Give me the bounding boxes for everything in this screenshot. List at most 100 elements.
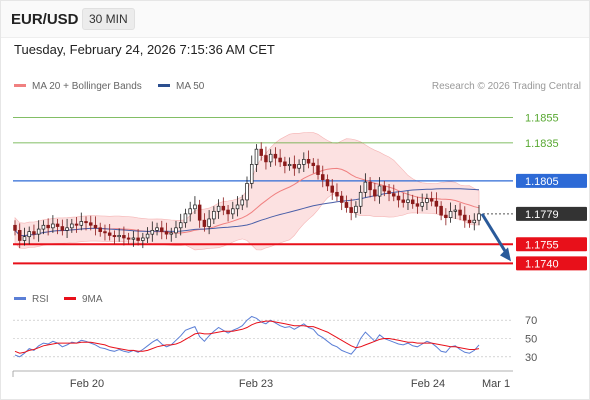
rsi-line bbox=[14, 315, 480, 358]
candle-body bbox=[458, 209, 462, 216]
ma20-legend-label: MA 20 + Bollinger Bands bbox=[32, 81, 142, 92]
candle-body bbox=[131, 237, 136, 240]
candle-body bbox=[325, 179, 330, 187]
candle-body bbox=[79, 221, 84, 226]
credit-text: Research © 2026 Trading Central bbox=[431, 81, 581, 92]
candle-body bbox=[373, 189, 377, 197]
candle-body bbox=[216, 205, 221, 212]
candle-body bbox=[174, 227, 178, 234]
candle-body bbox=[93, 224, 98, 229]
candle-body bbox=[406, 199, 410, 203]
candle-body bbox=[231, 208, 235, 215]
candle-body bbox=[335, 191, 339, 197]
candle-body bbox=[22, 236, 27, 241]
candle-body bbox=[126, 237, 131, 240]
candle-body bbox=[254, 148, 259, 165]
candle-body bbox=[321, 174, 325, 180]
candle-body bbox=[17, 229, 22, 241]
candle-body bbox=[259, 148, 263, 156]
price-level-tag bbox=[516, 173, 587, 188]
candle-body bbox=[89, 222, 93, 226]
candle-body bbox=[107, 232, 112, 236]
rsi-tick-label: 70 bbox=[525, 315, 537, 327]
candle-body bbox=[226, 209, 230, 215]
rsi9-legend-label: 9MA bbox=[82, 294, 103, 305]
legend-ma50: MA 50 bbox=[158, 81, 204, 92]
candle-body bbox=[396, 195, 401, 201]
chart-header: EUR/USD 30 MIN bbox=[1, 1, 589, 38]
candle-body bbox=[193, 204, 197, 210]
candle-body bbox=[188, 208, 192, 215]
ma20-swatch bbox=[14, 83, 26, 87]
candle-body bbox=[183, 213, 188, 224]
candle-body bbox=[240, 199, 245, 206]
legend-rsi: RSI bbox=[14, 294, 49, 305]
candle-body bbox=[278, 157, 282, 163]
candle-body bbox=[302, 158, 306, 165]
candle-body bbox=[306, 158, 311, 164]
candle-body bbox=[145, 233, 150, 239]
candle-body bbox=[103, 231, 107, 234]
candle-body bbox=[316, 165, 320, 175]
candle-body bbox=[155, 227, 159, 231]
price-level-tag bbox=[516, 206, 587, 221]
candle-body bbox=[74, 223, 79, 226]
candle-body bbox=[117, 235, 121, 238]
candle-body bbox=[472, 219, 477, 224]
price-level-label: 1.1755 bbox=[525, 239, 559, 251]
candle-body bbox=[51, 223, 55, 229]
candle-body bbox=[60, 226, 65, 231]
timeframe-button[interactable]: 30 MIN bbox=[82, 8, 135, 30]
ma50-line bbox=[14, 188, 480, 237]
candle-body bbox=[32, 231, 36, 235]
price-level-label: 1.1855 bbox=[525, 112, 559, 124]
rsi-legend-label: RSI bbox=[32, 294, 49, 305]
candle-body bbox=[287, 164, 292, 167]
candle-body bbox=[98, 227, 102, 232]
candle-body bbox=[283, 161, 287, 167]
rsi-tick-label: 50 bbox=[525, 334, 537, 346]
candle-body bbox=[212, 210, 216, 220]
candle-body bbox=[221, 205, 226, 211]
candle-body bbox=[150, 229, 155, 235]
candle-body bbox=[164, 231, 169, 235]
x-tick-label: Feb 23 bbox=[239, 378, 273, 390]
candle-body bbox=[387, 190, 391, 194]
price-level-tag bbox=[516, 237, 587, 252]
candle-body bbox=[13, 224, 17, 231]
candle-body bbox=[112, 235, 117, 238]
candle-body bbox=[344, 202, 349, 208]
candle-body bbox=[392, 193, 396, 197]
price-level-label: 1.1835 bbox=[525, 138, 559, 150]
candle-body bbox=[46, 224, 50, 229]
rsi9-line bbox=[14, 320, 480, 354]
candle-body bbox=[141, 237, 145, 241]
candle-body bbox=[197, 204, 202, 221]
x-tick-label: Feb 20 bbox=[70, 378, 104, 390]
candle-body bbox=[122, 235, 126, 239]
candle-body bbox=[358, 191, 363, 207]
candle-body bbox=[160, 227, 164, 232]
candle-body bbox=[55, 223, 60, 227]
candle-body bbox=[202, 219, 207, 227]
candle-body bbox=[363, 181, 368, 193]
candle-body bbox=[429, 198, 434, 202]
forecast-arrow-head bbox=[500, 247, 511, 262]
x-tick-label: Feb 24 bbox=[411, 378, 445, 390]
candle-body bbox=[382, 185, 387, 192]
candle-body bbox=[235, 204, 240, 210]
candle-body bbox=[467, 219, 472, 224]
candle-body bbox=[36, 228, 41, 235]
candle-body bbox=[297, 164, 301, 169]
timestamp: Tuesday, February 24, 2026 7:15:36 AM CE… bbox=[14, 42, 275, 57]
candle-body bbox=[207, 218, 211, 227]
currency-pair-title: EUR/USD bbox=[11, 11, 79, 28]
candle-body bbox=[178, 222, 183, 229]
candle-body bbox=[268, 153, 273, 163]
candle-body bbox=[136, 237, 140, 241]
price-level-tag bbox=[516, 256, 587, 271]
candle-body bbox=[311, 162, 316, 167]
candle-body bbox=[339, 195, 344, 203]
